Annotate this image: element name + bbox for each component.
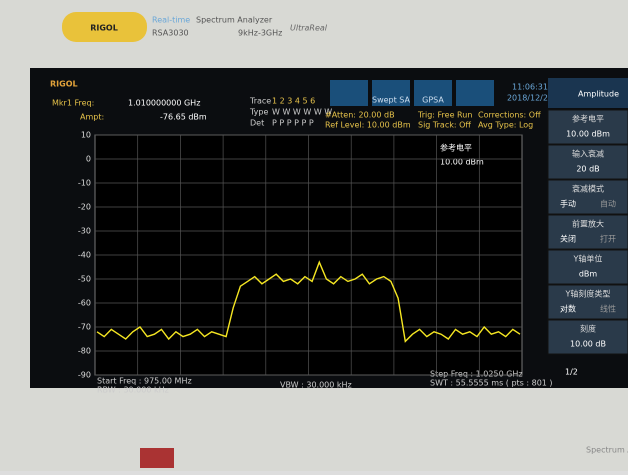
vbw: VBW : 30.000 kHz [280,381,352,390]
y-tick-label: -90 [78,371,91,380]
footer-label: Spectrum Analyzer [586,446,628,455]
y-tick-label: 0 [86,155,91,164]
ref-value: 10.00 dBm [440,158,484,167]
menu-option: 手动 [560,199,576,209]
settings-icon[interactable] [330,80,368,106]
menu-option: 关闭 [560,234,576,244]
start-freq: Start Freq : 975.00 MHz [97,377,192,386]
y-tick-label: -70 [78,323,91,332]
y-tick-label: -40 [78,251,91,260]
menu-item[interactable] [547,214,628,250]
menu-page: 1/2 [565,368,578,377]
logo: RIGOL [50,80,78,89]
menu-item-label: 输入衰减 [572,149,604,159]
menu-item-value: 10.00 dBm [566,130,610,139]
mode1: Swept SA [372,96,411,105]
det-label: Det [250,119,264,128]
ampt-label: Ampt: [80,113,104,122]
menu-item-label: 衰减模式 [572,184,604,194]
menu-item[interactable] [547,249,628,285]
y-tick-label: -10 [78,179,91,188]
menu-item-label: 前置放大 [572,219,604,229]
power-button[interactable] [140,448,174,468]
layout-button[interactable] [456,80,494,106]
menu-title: Amplitude [578,90,619,99]
brand: RIGOL [90,24,118,33]
avg-type: Avg Type: Log [478,121,533,130]
corrections: Corrections: Off [478,111,541,120]
menu-option: 线性 [600,304,616,314]
trace-label: Trace [249,97,271,106]
menu-item-value: dBm [579,270,598,279]
model: RSA3030 [152,29,189,38]
ampt: -76.65 dBm [160,113,207,122]
mode-button[interactable] [414,80,452,106]
y-tick-label: -80 [78,347,91,356]
atten: #Atten: 20.00 dB [325,111,395,120]
mode2: GPSA [422,96,444,105]
trace [96,260,521,343]
menu-item-value: 10.00 dB [570,340,606,349]
date: 2018/12/26 [507,94,553,103]
type-vals: W W W W W W [272,108,332,117]
product: Spectrum Analyzer [196,16,273,25]
mkr-freq: 1.010000000 GHz [128,99,200,108]
mkr-label: Mkr1 Freq: [52,99,94,108]
menu-title-bg [548,78,628,108]
sig-track: Sig Track: Off [418,121,471,130]
menu-item-label: Y轴单位 [573,254,603,264]
menu-option: 打开 [600,234,616,244]
menu-option: 自动 [600,199,616,209]
menu-item-label: 参考电平 [572,114,604,124]
product-line: UltraReal [290,24,328,33]
type-label: Type [249,108,268,117]
range: 9kHz-3GHz [238,29,282,38]
menu-option: 对数 [560,304,576,314]
y-tick-label: -20 [78,203,91,212]
det-vals: P P P P P P [272,119,314,128]
brand-badge [62,12,147,42]
y-tick-label: 10 [81,131,91,140]
y-tick-label: -50 [78,275,91,284]
menu-item[interactable] [547,319,628,355]
ref-level: Ref Level: 10.00 dBm [325,121,411,130]
trace-nums: 1 2 3 4 5 6 [272,97,315,106]
y-tick-label: -60 [78,299,91,308]
menu-item[interactable] [547,109,628,145]
mode-button[interactable] [372,80,410,106]
series-name: Real-time [152,16,190,25]
time: 11:06:31 [512,83,548,92]
menu-item-label: Y轴刻度类型 [565,289,611,299]
trig: Trig: Free Run [417,111,472,120]
menu-item[interactable] [547,179,628,215]
y-tick-label: -30 [78,227,91,236]
swt: SWT : 55.5555 ms ( pts : 801 ) [430,379,553,388]
menu-item[interactable] [547,144,628,180]
rbw: RBW : 30.000 kHz [97,386,169,395]
menu-item[interactable] [547,284,628,320]
menu-item-label: 刻度 [580,324,596,334]
step-freq: Step Freq : 1.0250 GHz [430,370,523,379]
ref-title: 参考电平 [440,143,472,153]
menu-item-value: 20 dB [576,165,599,174]
